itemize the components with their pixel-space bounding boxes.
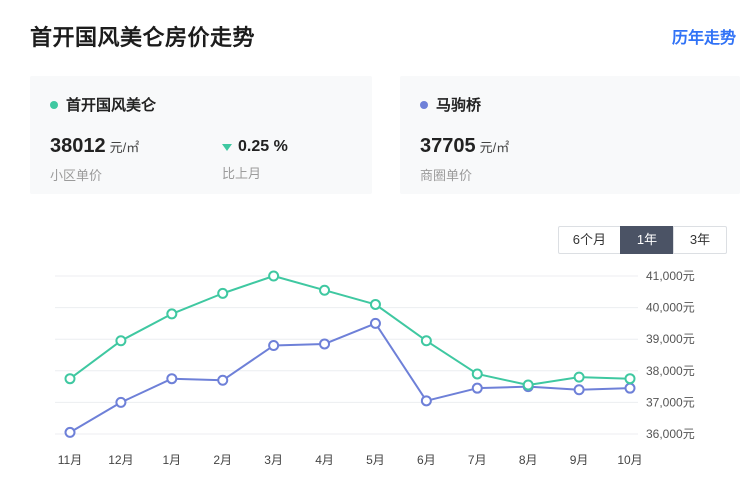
triangle-down-icon xyxy=(222,143,232,151)
community-change-block: 0.25 % 比上月 xyxy=(222,135,288,184)
svg-text:10月: 10月 xyxy=(617,453,642,467)
community-price-card: 首开国风美仑 38012 元/㎡ 小区单价 0.25 % 比上月 xyxy=(30,76,372,194)
svg-text:9月: 9月 xyxy=(570,453,589,467)
svg-text:36,000元: 36,000元 xyxy=(646,427,695,441)
district-legend-dot-icon xyxy=(420,100,428,109)
community-legend-dot-icon xyxy=(50,100,58,109)
community-change-label: 比上月 xyxy=(222,166,262,181)
range-3-year-button[interactable]: 3年 xyxy=(673,226,727,254)
district-price-unit: 元/㎡ xyxy=(479,140,510,155)
svg-text:41,000元: 41,000元 xyxy=(646,269,695,283)
svg-text:37,000元: 37,000元 xyxy=(646,395,695,409)
svg-text:1月: 1月 xyxy=(162,453,181,467)
header: 首开国风美仑房价走势 历年走势 xyxy=(0,0,740,52)
community-name: 首开国风美仑 xyxy=(66,97,157,114)
community-card-body: 38012 元/㎡ 小区单价 0.25 % 比上月 xyxy=(50,135,352,184)
svg-text:12月: 12月 xyxy=(108,453,133,467)
svg-text:38,000元: 38,000元 xyxy=(646,364,695,378)
svg-text:6月: 6月 xyxy=(417,453,436,467)
svg-text:2月: 2月 xyxy=(213,453,232,467)
svg-text:7月: 7月 xyxy=(468,453,487,467)
district-card-header: 马驹桥 xyxy=(420,94,720,115)
community-price-label: 小区单价 xyxy=(50,168,103,183)
community-card-header: 首开国风美仑 xyxy=(50,94,352,115)
history-trend-link[interactable]: 历年走势 xyxy=(671,30,736,47)
district-name: 马驹桥 xyxy=(436,97,482,114)
svg-text:40,000元: 40,000元 xyxy=(646,301,695,315)
range-6-month-button[interactable]: 6个月 xyxy=(557,226,621,254)
community-price-value: 38012 xyxy=(50,135,106,157)
svg-text:4月: 4月 xyxy=(315,453,334,467)
price-cards: 首开国风美仑 38012 元/㎡ 小区单价 0.25 % 比上月 xyxy=(30,76,740,194)
price-trend-chart: 36,000元 37,000元 38,000元 39,000元 40,000元 41,00… xyxy=(0,256,740,479)
page-title: 首开国风美仑房价走势 xyxy=(30,25,256,50)
district-price-block: 37705 元/㎡ 商圈单价 xyxy=(420,135,592,184)
svg-text:8月: 8月 xyxy=(519,453,538,467)
community-price-block: 38012 元/㎡ 小区单价 xyxy=(50,135,222,184)
svg-text:11月: 11月 xyxy=(58,453,82,467)
community-change-value: 0.25 % xyxy=(238,138,288,155)
range-1-year-button[interactable]: 1年 xyxy=(620,226,674,254)
time-range-selector: 6个月 1年 3年 xyxy=(0,226,740,254)
svg-text:39,000元: 39,000元 xyxy=(646,332,695,346)
district-price-value: 37705 xyxy=(420,135,476,157)
community-price-unit: 元/㎡ xyxy=(109,140,140,155)
line-chart-canvas: 36,000元 37,000元 38,000元 39,000元 40,000元 41,00… xyxy=(55,269,695,467)
svg-text:5月: 5月 xyxy=(366,453,385,467)
svg-text:3月: 3月 xyxy=(264,453,283,467)
district-price-card: 马驹桥 37705 元/㎡ 商圈单价 xyxy=(400,76,740,194)
district-price-label: 商圈单价 xyxy=(420,168,473,183)
district-card-body: 37705 元/㎡ 商圈单价 xyxy=(420,135,720,184)
